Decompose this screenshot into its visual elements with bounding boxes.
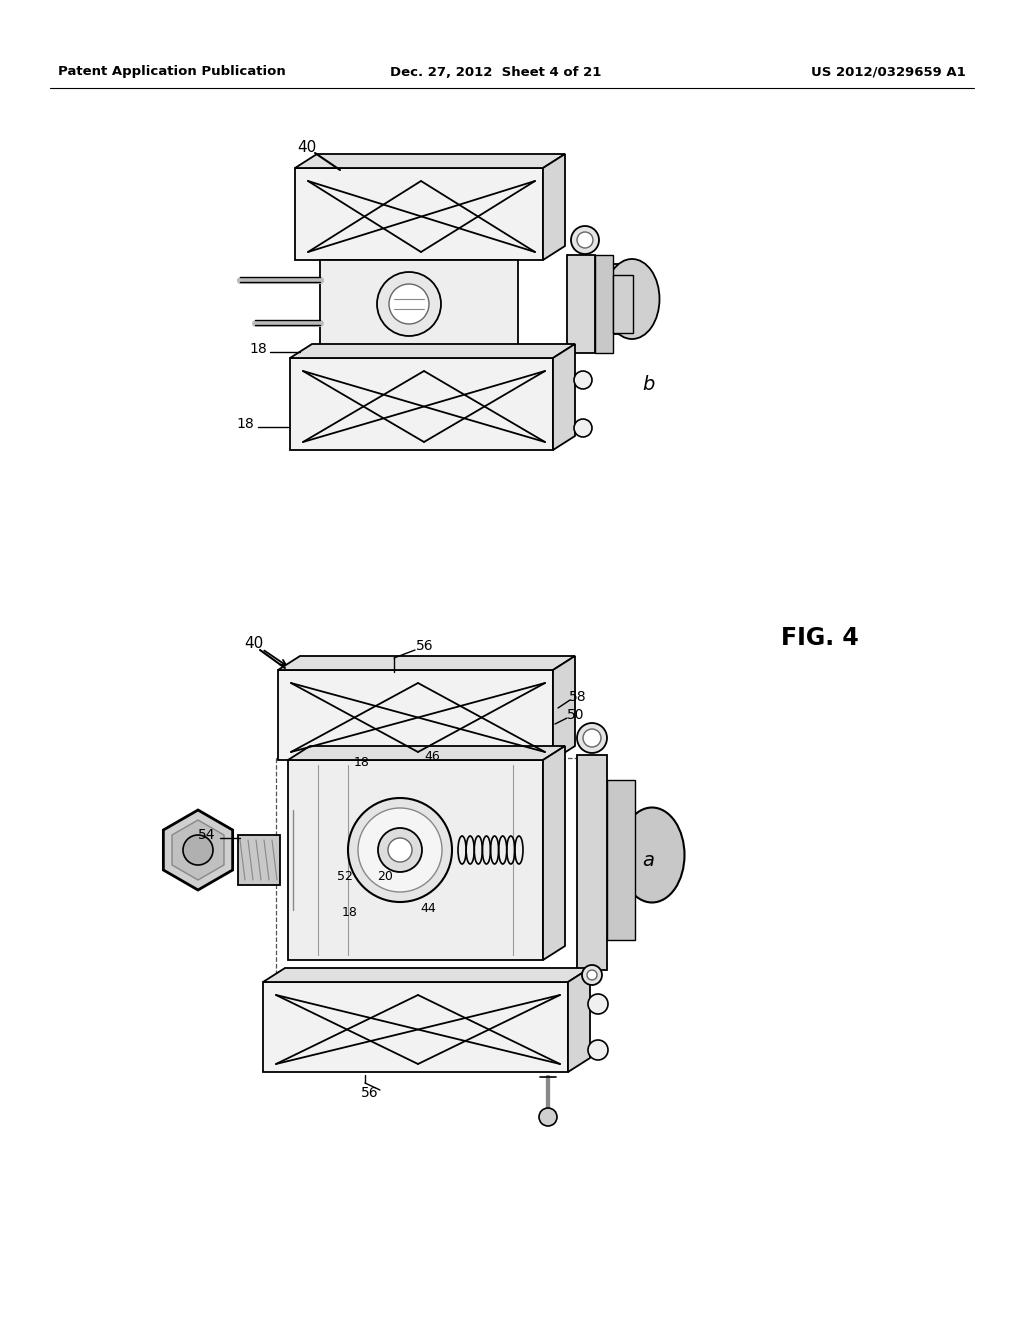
Circle shape — [389, 284, 429, 323]
Circle shape — [358, 808, 442, 892]
Bar — [577, 264, 632, 334]
Bar — [587, 813, 652, 898]
Text: 40: 40 — [245, 635, 263, 651]
Bar — [319, 260, 518, 348]
Polygon shape — [553, 656, 575, 760]
Polygon shape — [164, 810, 232, 890]
Polygon shape — [290, 345, 575, 358]
Circle shape — [571, 226, 599, 253]
Text: 56: 56 — [416, 639, 434, 653]
Circle shape — [588, 1040, 608, 1060]
Polygon shape — [553, 345, 575, 450]
Bar — [607, 780, 635, 940]
Polygon shape — [263, 968, 590, 982]
Text: 18: 18 — [354, 755, 370, 768]
Text: US 2012/0329659 A1: US 2012/0329659 A1 — [811, 66, 966, 78]
Text: 46: 46 — [424, 751, 440, 763]
Text: 20: 20 — [377, 870, 393, 883]
Circle shape — [183, 836, 213, 865]
Circle shape — [582, 965, 602, 985]
Bar — [577, 755, 607, 970]
Text: 50: 50 — [567, 708, 585, 722]
Polygon shape — [172, 820, 224, 880]
Text: a: a — [642, 850, 654, 870]
Text: Patent Application Publication: Patent Application Publication — [58, 66, 286, 78]
Ellipse shape — [620, 808, 684, 903]
Circle shape — [348, 799, 452, 902]
Circle shape — [377, 272, 441, 337]
Circle shape — [539, 1107, 557, 1126]
Polygon shape — [543, 154, 565, 260]
Polygon shape — [568, 968, 590, 1072]
Text: b: b — [642, 375, 654, 395]
Text: 44: 44 — [420, 902, 436, 915]
Text: 40: 40 — [297, 140, 316, 156]
Circle shape — [388, 838, 412, 862]
Text: 18: 18 — [237, 417, 254, 432]
Polygon shape — [278, 656, 575, 671]
Text: 58: 58 — [569, 690, 587, 704]
Text: 56: 56 — [361, 1086, 379, 1100]
Text: Dec. 27, 2012  Sheet 4 of 21: Dec. 27, 2012 Sheet 4 of 21 — [390, 66, 601, 78]
Circle shape — [587, 970, 597, 979]
Text: 18: 18 — [249, 342, 267, 356]
Bar — [295, 168, 543, 260]
Bar — [290, 358, 553, 450]
Ellipse shape — [604, 259, 659, 339]
Text: FIG. 4: FIG. 4 — [781, 626, 859, 649]
Bar — [263, 982, 568, 1072]
Bar — [567, 255, 595, 352]
Circle shape — [583, 729, 601, 747]
Polygon shape — [543, 746, 565, 960]
Bar — [278, 671, 553, 760]
Polygon shape — [295, 154, 565, 168]
Circle shape — [574, 371, 592, 389]
Circle shape — [577, 232, 593, 248]
Text: 52: 52 — [337, 870, 353, 883]
Bar — [613, 275, 633, 333]
Polygon shape — [288, 746, 565, 760]
Circle shape — [577, 723, 607, 752]
Text: 18: 18 — [342, 906, 358, 919]
Text: 54: 54 — [199, 828, 216, 842]
Circle shape — [378, 828, 422, 873]
Bar — [238, 836, 280, 884]
Bar — [595, 255, 613, 352]
Circle shape — [588, 994, 608, 1014]
Bar — [288, 760, 543, 960]
Circle shape — [574, 418, 592, 437]
